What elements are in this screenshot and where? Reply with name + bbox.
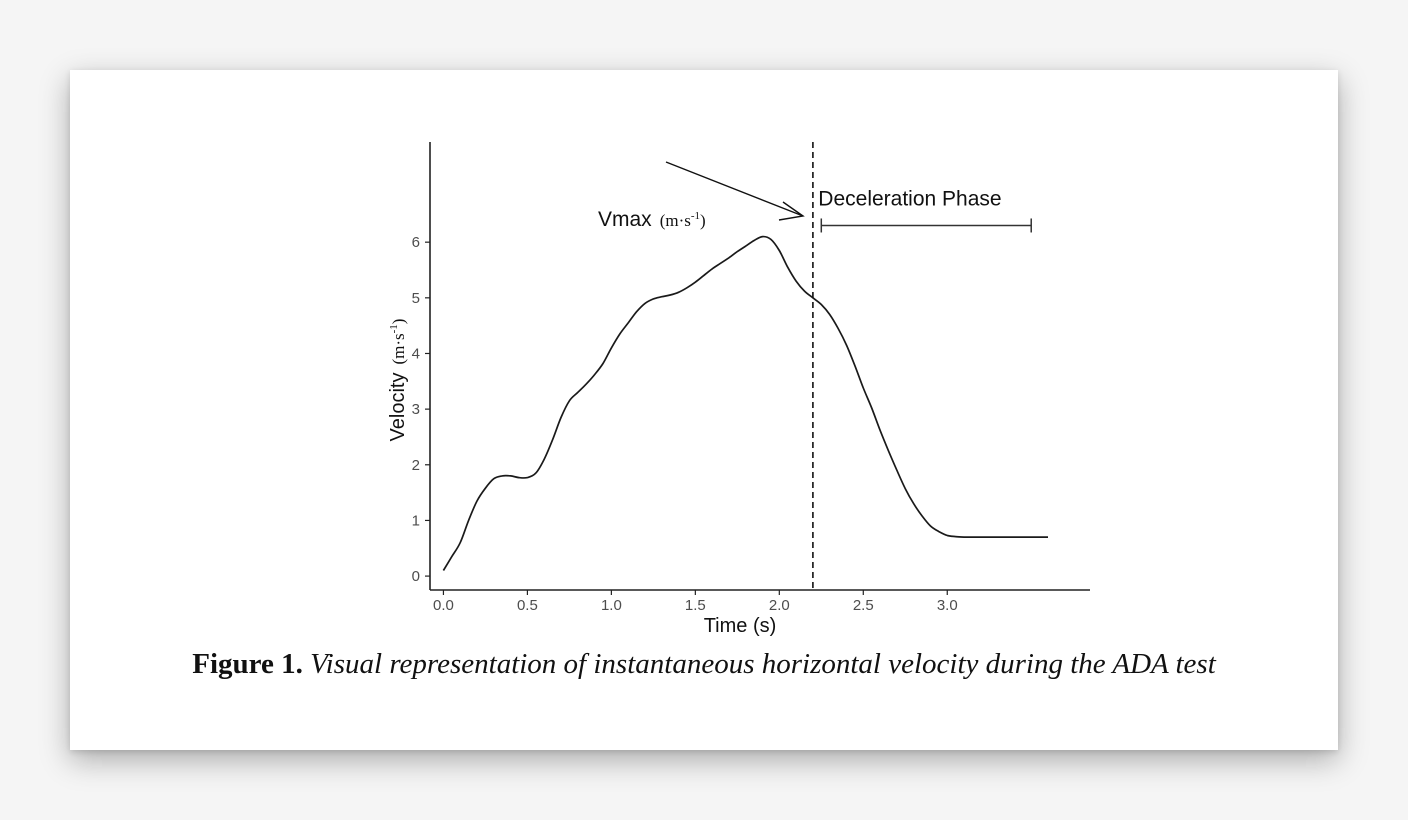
y-axis-unit-sup: -1 — [388, 324, 400, 333]
y-tick-label: 1 — [412, 512, 420, 529]
x-tick-label: 2.5 — [853, 597, 874, 614]
velocity-series-line — [442, 235, 1048, 571]
deceleration-annotation: Deceleration Phase — [818, 187, 1032, 233]
y-tick-label: 6 — [412, 234, 420, 251]
figure-description: Visual representation of instantaneous h… — [310, 648, 1216, 680]
y-tick-label: 3 — [412, 401, 420, 418]
vmax-unit-base: (m·s — [660, 211, 691, 230]
y-axis-title-main: Velocity — [387, 373, 409, 442]
y-tick-label: 4 — [412, 345, 420, 362]
figure-caption: Figure 1. Visual representation of insta… — [70, 648, 1338, 681]
x-ticks: 0.0 0.5 1.0 1.5 2.0 2.5 3.0 — [433, 590, 958, 614]
y-axis-unit-base: (m·s — [389, 333, 408, 364]
x-tick-label: 2.0 — [769, 597, 790, 614]
vmax-arrow-shaft — [665, 161, 804, 217]
vmax-text: Vmax — [598, 208, 652, 231]
x-tick-label: 1.5 — [685, 597, 706, 614]
x-axis-title: Time (s) — [704, 615, 777, 637]
velocity-chart: 0.0 0.5 1.0 1.5 2.0 2.5 3.0 0 1 2 3 4 5 6 Time (s) V… — [387, 142, 1090, 637]
x-tick-label: 3.0 — [937, 597, 958, 614]
x-tick-label: 0.5 — [517, 597, 538, 614]
x-tick-label: 1.0 — [601, 597, 622, 614]
axes — [429, 142, 1090, 591]
x-tick-label: 0.0 — [433, 597, 454, 614]
vmax-unit-close: ) — [700, 211, 706, 230]
y-tick-label: 2 — [412, 457, 420, 474]
vmax-arrowhead-icon — [778, 201, 805, 221]
figure-card: 0.0 0.5 1.0 1.5 2.0 2.5 3.0 0 1 2 3 4 5 6 Time (s) V… — [70, 70, 1338, 750]
vmax-unit-sup: -1 — [691, 210, 700, 222]
y-ticks: 0 1 2 3 4 5 6 — [412, 234, 430, 585]
y-tick-label: 5 — [412, 290, 420, 307]
y-tick-label: 0 — [412, 568, 420, 585]
deceleration-phase-label: Deceleration Phase — [818, 187, 1001, 210]
vmax-label: Vmax (m·s-1) — [598, 208, 706, 231]
y-axis-title: Velocity (m·s-1) — [387, 319, 409, 442]
vmax-annotation: Vmax (m·s-1) — [598, 161, 805, 231]
figure-label: Figure 1. — [192, 648, 303, 680]
y-axis-unit-close: ) — [389, 319, 408, 325]
